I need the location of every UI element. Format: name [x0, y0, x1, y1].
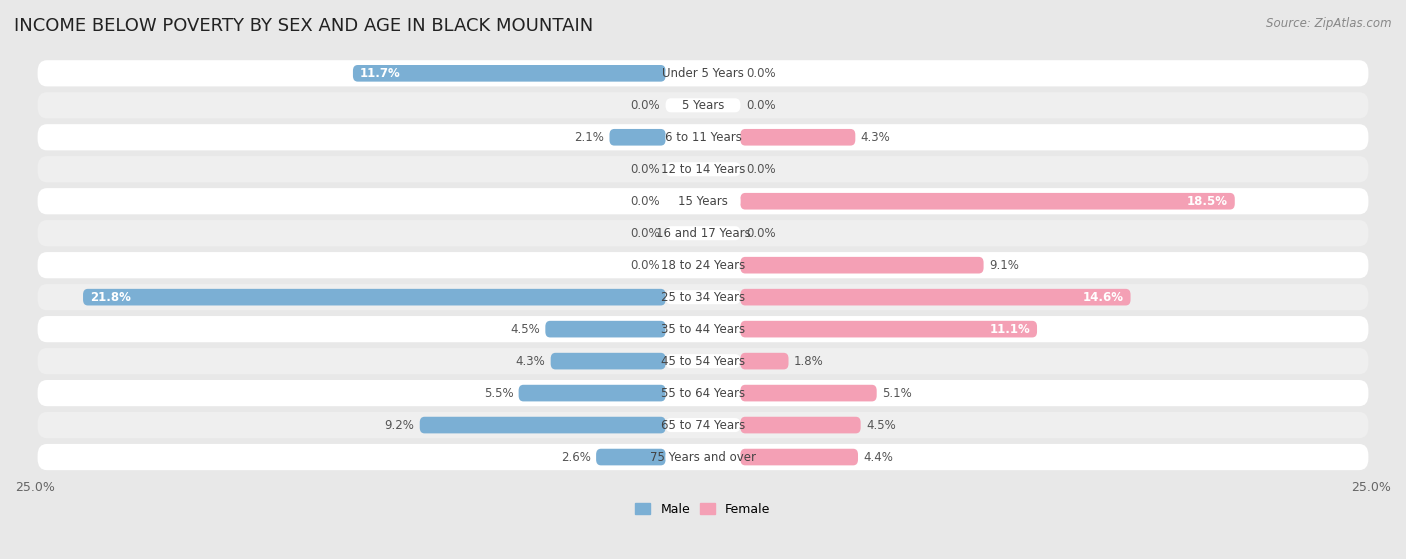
FancyBboxPatch shape: [38, 252, 1368, 278]
FancyBboxPatch shape: [546, 321, 665, 338]
Text: Under 5 Years: Under 5 Years: [662, 67, 744, 80]
FancyBboxPatch shape: [353, 65, 665, 82]
FancyBboxPatch shape: [38, 380, 1368, 406]
Text: 0.0%: 0.0%: [631, 163, 661, 176]
Text: 55 to 64 Years: 55 to 64 Years: [661, 387, 745, 400]
FancyBboxPatch shape: [665, 354, 741, 368]
FancyBboxPatch shape: [741, 129, 855, 145]
Text: Source: ZipAtlas.com: Source: ZipAtlas.com: [1267, 17, 1392, 30]
Text: 25 to 34 Years: 25 to 34 Years: [661, 291, 745, 304]
Text: 0.0%: 0.0%: [745, 67, 775, 80]
Text: 0.0%: 0.0%: [745, 163, 775, 176]
FancyBboxPatch shape: [665, 194, 741, 209]
FancyBboxPatch shape: [665, 130, 741, 144]
FancyBboxPatch shape: [38, 60, 1368, 87]
Text: 11.7%: 11.7%: [360, 67, 401, 80]
Text: 0.0%: 0.0%: [745, 227, 775, 240]
FancyBboxPatch shape: [38, 412, 1368, 438]
Text: 4.5%: 4.5%: [510, 323, 540, 335]
FancyBboxPatch shape: [38, 348, 1368, 374]
FancyBboxPatch shape: [741, 385, 877, 401]
Text: 1.8%: 1.8%: [794, 354, 824, 368]
FancyBboxPatch shape: [665, 67, 741, 80]
FancyBboxPatch shape: [609, 129, 665, 145]
FancyBboxPatch shape: [420, 417, 665, 433]
Text: 4.4%: 4.4%: [863, 451, 893, 463]
FancyBboxPatch shape: [38, 444, 1368, 470]
Text: 18.5%: 18.5%: [1187, 195, 1227, 208]
Text: 16 and 17 Years: 16 and 17 Years: [655, 227, 751, 240]
FancyBboxPatch shape: [596, 449, 665, 465]
Text: 35 to 44 Years: 35 to 44 Years: [661, 323, 745, 335]
Text: 9.1%: 9.1%: [988, 259, 1019, 272]
Text: 0.0%: 0.0%: [631, 259, 661, 272]
FancyBboxPatch shape: [741, 353, 789, 369]
FancyBboxPatch shape: [38, 156, 1368, 182]
FancyBboxPatch shape: [665, 162, 741, 176]
FancyBboxPatch shape: [665, 258, 741, 272]
Text: 15 Years: 15 Years: [678, 195, 728, 208]
FancyBboxPatch shape: [519, 385, 665, 401]
Text: 2.6%: 2.6%: [561, 451, 591, 463]
Text: 11.1%: 11.1%: [990, 323, 1031, 335]
Text: 18 to 24 Years: 18 to 24 Years: [661, 259, 745, 272]
FancyBboxPatch shape: [665, 226, 741, 240]
FancyBboxPatch shape: [665, 290, 741, 304]
Text: INCOME BELOW POVERTY BY SEX AND AGE IN BLACK MOUNTAIN: INCOME BELOW POVERTY BY SEX AND AGE IN B…: [14, 17, 593, 35]
FancyBboxPatch shape: [741, 193, 1234, 210]
Text: 45 to 54 Years: 45 to 54 Years: [661, 354, 745, 368]
FancyBboxPatch shape: [38, 284, 1368, 310]
Text: 0.0%: 0.0%: [631, 99, 661, 112]
Text: 12 to 14 Years: 12 to 14 Years: [661, 163, 745, 176]
Text: 6 to 11 Years: 6 to 11 Years: [665, 131, 741, 144]
FancyBboxPatch shape: [38, 316, 1368, 342]
FancyBboxPatch shape: [38, 92, 1368, 119]
Text: 2.1%: 2.1%: [574, 131, 605, 144]
FancyBboxPatch shape: [665, 450, 741, 464]
FancyBboxPatch shape: [38, 188, 1368, 214]
FancyBboxPatch shape: [741, 417, 860, 433]
Text: 21.8%: 21.8%: [90, 291, 131, 304]
FancyBboxPatch shape: [665, 386, 741, 400]
Text: 0.0%: 0.0%: [745, 99, 775, 112]
Text: 5.5%: 5.5%: [484, 387, 513, 400]
FancyBboxPatch shape: [741, 449, 858, 465]
Text: 5 Years: 5 Years: [682, 99, 724, 112]
Text: 4.3%: 4.3%: [860, 131, 890, 144]
Text: 0.0%: 0.0%: [631, 195, 661, 208]
FancyBboxPatch shape: [665, 418, 741, 432]
FancyBboxPatch shape: [741, 321, 1038, 338]
Text: 9.2%: 9.2%: [384, 419, 415, 432]
Text: 75 Years and over: 75 Years and over: [650, 451, 756, 463]
Text: 4.3%: 4.3%: [516, 354, 546, 368]
Text: 65 to 74 Years: 65 to 74 Years: [661, 419, 745, 432]
FancyBboxPatch shape: [741, 289, 1130, 305]
FancyBboxPatch shape: [741, 257, 984, 273]
FancyBboxPatch shape: [665, 98, 741, 112]
FancyBboxPatch shape: [38, 220, 1368, 247]
Text: 4.5%: 4.5%: [866, 419, 896, 432]
Text: 5.1%: 5.1%: [882, 387, 911, 400]
FancyBboxPatch shape: [551, 353, 665, 369]
FancyBboxPatch shape: [665, 322, 741, 336]
FancyBboxPatch shape: [38, 124, 1368, 150]
Legend: Male, Female: Male, Female: [630, 498, 776, 520]
Text: 0.0%: 0.0%: [631, 227, 661, 240]
FancyBboxPatch shape: [83, 289, 665, 305]
Text: 14.6%: 14.6%: [1083, 291, 1123, 304]
